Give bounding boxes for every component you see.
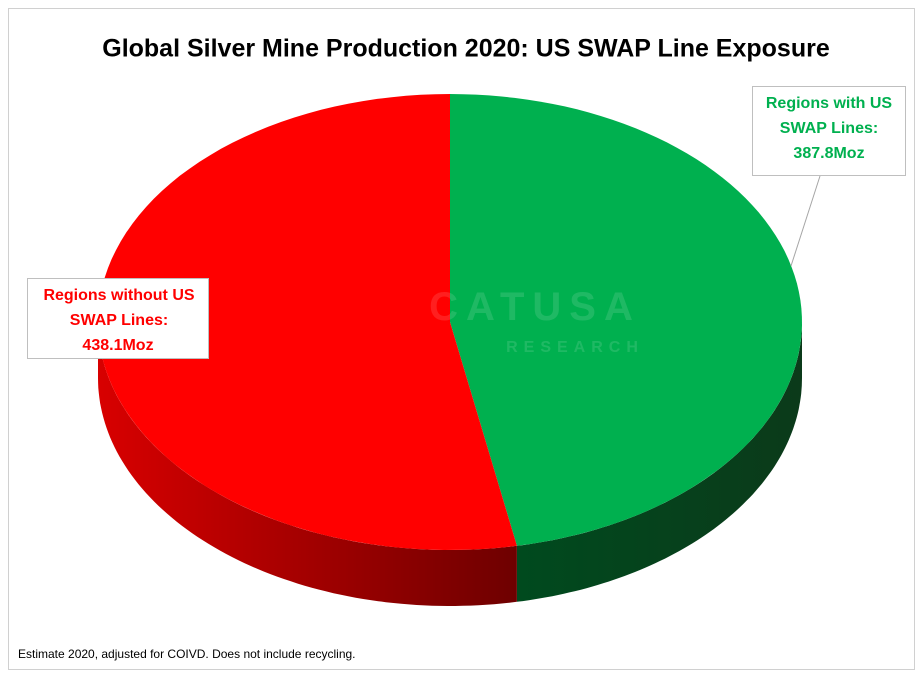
value-label: 438.1Moz — [82, 337, 154, 354]
data-label: Regions without US SWAP Lines: 438.1Moz — [27, 278, 209, 359]
watermark: RESEARCH — [506, 339, 644, 356]
chart-title: Global Silver Mine Production 2020: US S… — [102, 35, 830, 63]
pie-slice — [98, 94, 517, 550]
pie-slice — [450, 94, 802, 546]
slice-side — [98, 322, 517, 606]
leader-line — [790, 175, 821, 267]
footnote: Estimate 2020, adjusted for COIVD. Does … — [18, 647, 356, 661]
value-label: 387.8Moz — [793, 145, 865, 162]
category-label: Regions with US SWAP Lines: — [765, 95, 893, 137]
category-label: Regions without US SWAP Lines: — [43, 287, 195, 329]
pie — [98, 94, 802, 606]
watermark: CATUSA — [429, 285, 641, 329]
slice-side — [516, 322, 802, 602]
data-label: Regions with US SWAP Lines: 387.8Moz — [752, 86, 906, 176]
